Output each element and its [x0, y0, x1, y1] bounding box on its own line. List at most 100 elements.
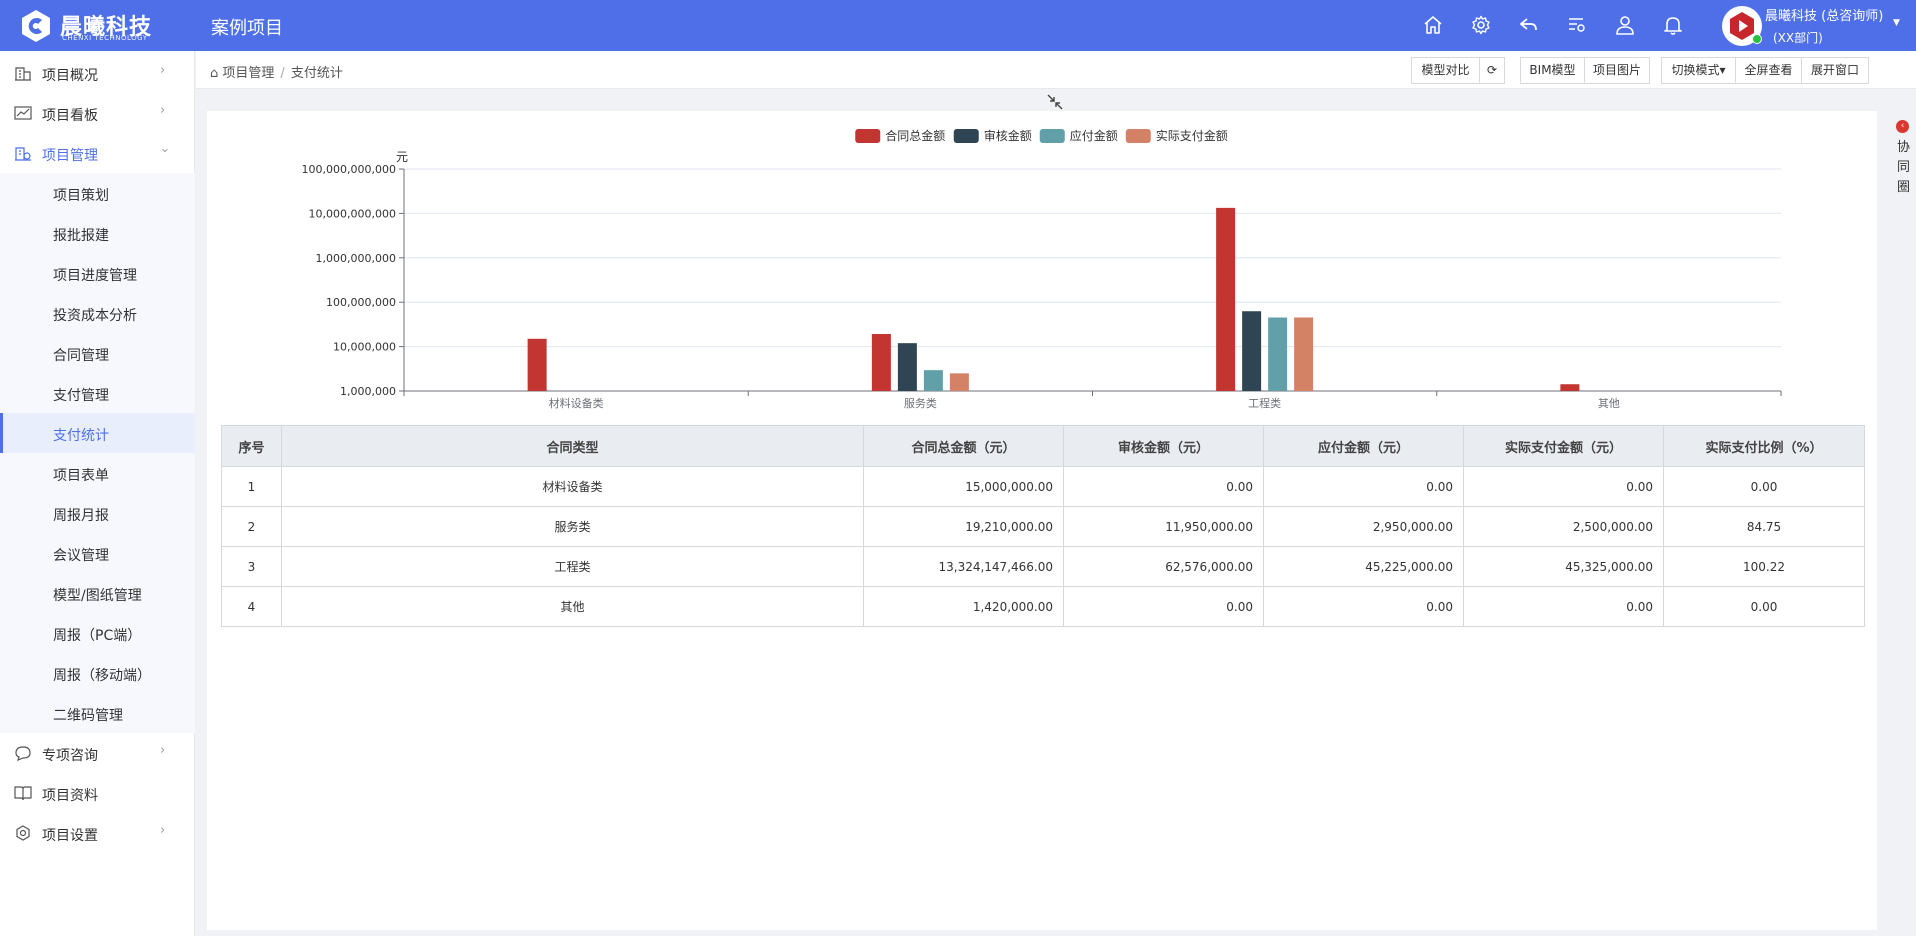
legend-label: 合同总金额 — [885, 128, 945, 143]
sidebar-subitem-label: 投资成本分析 — [53, 308, 137, 324]
fullscreen-button[interactable]: 全屏查看 — [1735, 57, 1802, 84]
management-icon — [15, 147, 31, 161]
logo-mark-icon — [22, 10, 50, 42]
sidebar-subitem[interactable]: 周报（移动端） — [0, 653, 195, 693]
sidebar-subitem-label: 支付管理 — [53, 388, 109, 404]
collaboration-tab-label: 协同圈 — [1897, 140, 1911, 195]
sidebar-subitem-active[interactable]: 支付统计 — [0, 413, 195, 453]
sidebar-subitem[interactable]: 报批报建 — [0, 213, 195, 253]
breadcrumb-root[interactable]: 项目管理 — [222, 66, 275, 81]
table-cell: 0.00 — [1263, 586, 1464, 627]
bar-chart: 1,000,000 10,000,000 100,000,000 1,000,000,… — [302, 128, 1782, 410]
building-icon — [15, 67, 31, 81]
sidebar-subitem-label: 二维码管理 — [53, 708, 123, 724]
gear-icon[interactable] — [1470, 14, 1492, 36]
avatar-logo-icon — [1730, 12, 1754, 40]
table-cell: 2 — [221, 506, 282, 547]
sidebar: 项目概况 › 项目看板 › 项目管理 › 项目策划 报批报建 项目进度管理 投资… — [0, 51, 195, 936]
user-icon[interactable] — [1614, 14, 1636, 36]
table-cell: 工程类 — [281, 546, 864, 587]
user-name[interactable]: 晨曦科技 (总咨询师) — [1765, 9, 1884, 24]
table-cell: 11,950,000.00 — [1063, 506, 1264, 547]
sidebar-subitem[interactable]: 周报月报 — [0, 493, 195, 533]
bim-model-button[interactable]: BIM模型 — [1520, 57, 1585, 84]
chart-bar — [1216, 207, 1236, 391]
book-icon — [14, 786, 32, 801]
company-logo[interactable]: 晨曦科技 CHENXI TECHNOLOGY — [18, 6, 168, 46]
home-small-icon: ⌂ — [210, 66, 219, 81]
table-cell: 0.00 — [1663, 586, 1865, 627]
sidebar-subitem[interactable]: 二维码管理 — [0, 693, 195, 733]
shrink-icon[interactable] — [1046, 93, 1064, 111]
legend-label: 审核金额 — [984, 128, 1032, 143]
legend-swatch — [953, 129, 979, 143]
x-tick-label: 工程类 — [1248, 396, 1281, 410]
sidebar-subitem[interactable]: 模型/图纸管理 — [0, 573, 195, 613]
sidebar-item-label: 专项咨询 — [42, 748, 98, 764]
sidebar-item-dashboard[interactable]: 项目看板 › — [0, 93, 195, 133]
table-header-cell: 合同类型 — [281, 425, 864, 467]
table-row: 1 材料设备类 15,000,000.00 0.00 0.00 0.00 0.0… — [221, 466, 1865, 507]
table-header-cell: 应付金额（元） — [1263, 425, 1464, 467]
y-axis-label: 元 — [396, 150, 408, 164]
sidebar-subitem[interactable]: 周报（PC端） — [0, 613, 195, 653]
sidebar-subitem[interactable]: 支付管理 — [0, 373, 195, 413]
table-cell: 45,325,000.00 — [1463, 546, 1664, 587]
table-row: 2 服务类 19,210,000.00 11,950,000.00 2,950,… — [221, 506, 1865, 547]
sidebar-subitem[interactable]: 投资成本分析 — [0, 293, 195, 333]
table-cell: 62,576,000.00 — [1063, 546, 1264, 587]
x-tick-label: 材料设备类 — [549, 396, 604, 410]
refresh-icon[interactable]: ⟳ — [1479, 57, 1505, 84]
sidebar-item-settings[interactable]: 项目设置 › — [0, 813, 195, 853]
list-settings-icon[interactable] — [1566, 14, 1588, 36]
sidebar-subitem[interactable]: 会议管理 — [0, 533, 195, 573]
model-compare-button[interactable]: 模型对比 — [1411, 57, 1480, 84]
expand-window-button[interactable]: 展开窗口 — [1801, 57, 1869, 84]
x-tick-label: 其他 — [1598, 397, 1620, 410]
table-cell: 0.00 — [1063, 466, 1264, 507]
sidebar-item-management[interactable]: 项目管理 › — [0, 133, 195, 173]
sidebar-item-consulting[interactable]: 专项咨询 › — [0, 733, 195, 773]
online-status-dot — [1752, 34, 1762, 44]
sidebar-subitem[interactable]: 项目策划 — [0, 173, 195, 213]
table-cell: 4 — [221, 586, 282, 627]
y-tick-label: 100,000,000,000 — [302, 163, 396, 176]
legend-swatch — [855, 129, 881, 143]
chat-icon — [15, 746, 31, 761]
table-cell: 13,324,147,466.00 — [863, 546, 1064, 587]
switch-mode-dropdown[interactable]: 切换模式▾ — [1661, 57, 1736, 84]
y-tick-label: 1,000,000 — [340, 385, 396, 398]
project-image-button[interactable]: 项目图片 — [1584, 57, 1650, 84]
chart-bar — [871, 334, 891, 391]
breadcrumb: ⌂ 项目管理 / 支付统计 — [210, 66, 343, 81]
user-avatar[interactable] — [1722, 6, 1762, 46]
sidebar-subitem[interactable]: 合同管理 — [0, 333, 195, 373]
chart-bar — [949, 373, 969, 391]
sidebar-subitem-label: 项目进度管理 — [53, 268, 137, 284]
sidebar-item-documents[interactable]: 项目资料 — [0, 773, 195, 813]
sidebar-item-overview[interactable]: 项目概况 › — [0, 53, 195, 93]
sidebar-subitem-label: 项目表单 — [53, 468, 109, 484]
table-header-cell: 合同总金额（元） — [863, 425, 1064, 467]
table-cell: 材料设备类 — [281, 466, 864, 507]
bell-icon[interactable] — [1662, 14, 1684, 36]
sidebar-subitem[interactable]: 项目表单 — [0, 453, 195, 493]
chart-bar — [1560, 384, 1580, 391]
sidebar-subitem[interactable]: 项目进度管理 — [0, 253, 195, 293]
table-header-cell: 实际支付比例（%） — [1663, 425, 1865, 467]
table-cell: 0.00 — [1463, 586, 1664, 627]
sidebar-item-label: 项目资料 — [42, 788, 98, 804]
chevron-right-icon: › — [160, 63, 166, 78]
back-icon[interactable] — [1518, 14, 1540, 36]
sidebar-subitem-label: 报批报建 — [53, 228, 109, 244]
chart-bar — [897, 343, 917, 391]
table-cell: 19,210,000.00 — [863, 506, 1064, 547]
table-cell: 2,500,000.00 — [1463, 506, 1664, 547]
home-icon[interactable] — [1422, 14, 1444, 36]
table-cell: 0.00 — [1463, 466, 1664, 507]
top-header: 晨曦科技 CHENXI TECHNOLOGY 案例项目 晨曦科技 (总咨询师) … — [0, 0, 1916, 51]
logo-text: 晨曦科技 — [60, 15, 153, 40]
sidebar-subitem-label: 支付统计 — [53, 428, 109, 444]
sidebar-item-label: 项目设置 — [42, 828, 98, 844]
caret-down-icon[interactable]: ▼ — [1893, 18, 1900, 28]
